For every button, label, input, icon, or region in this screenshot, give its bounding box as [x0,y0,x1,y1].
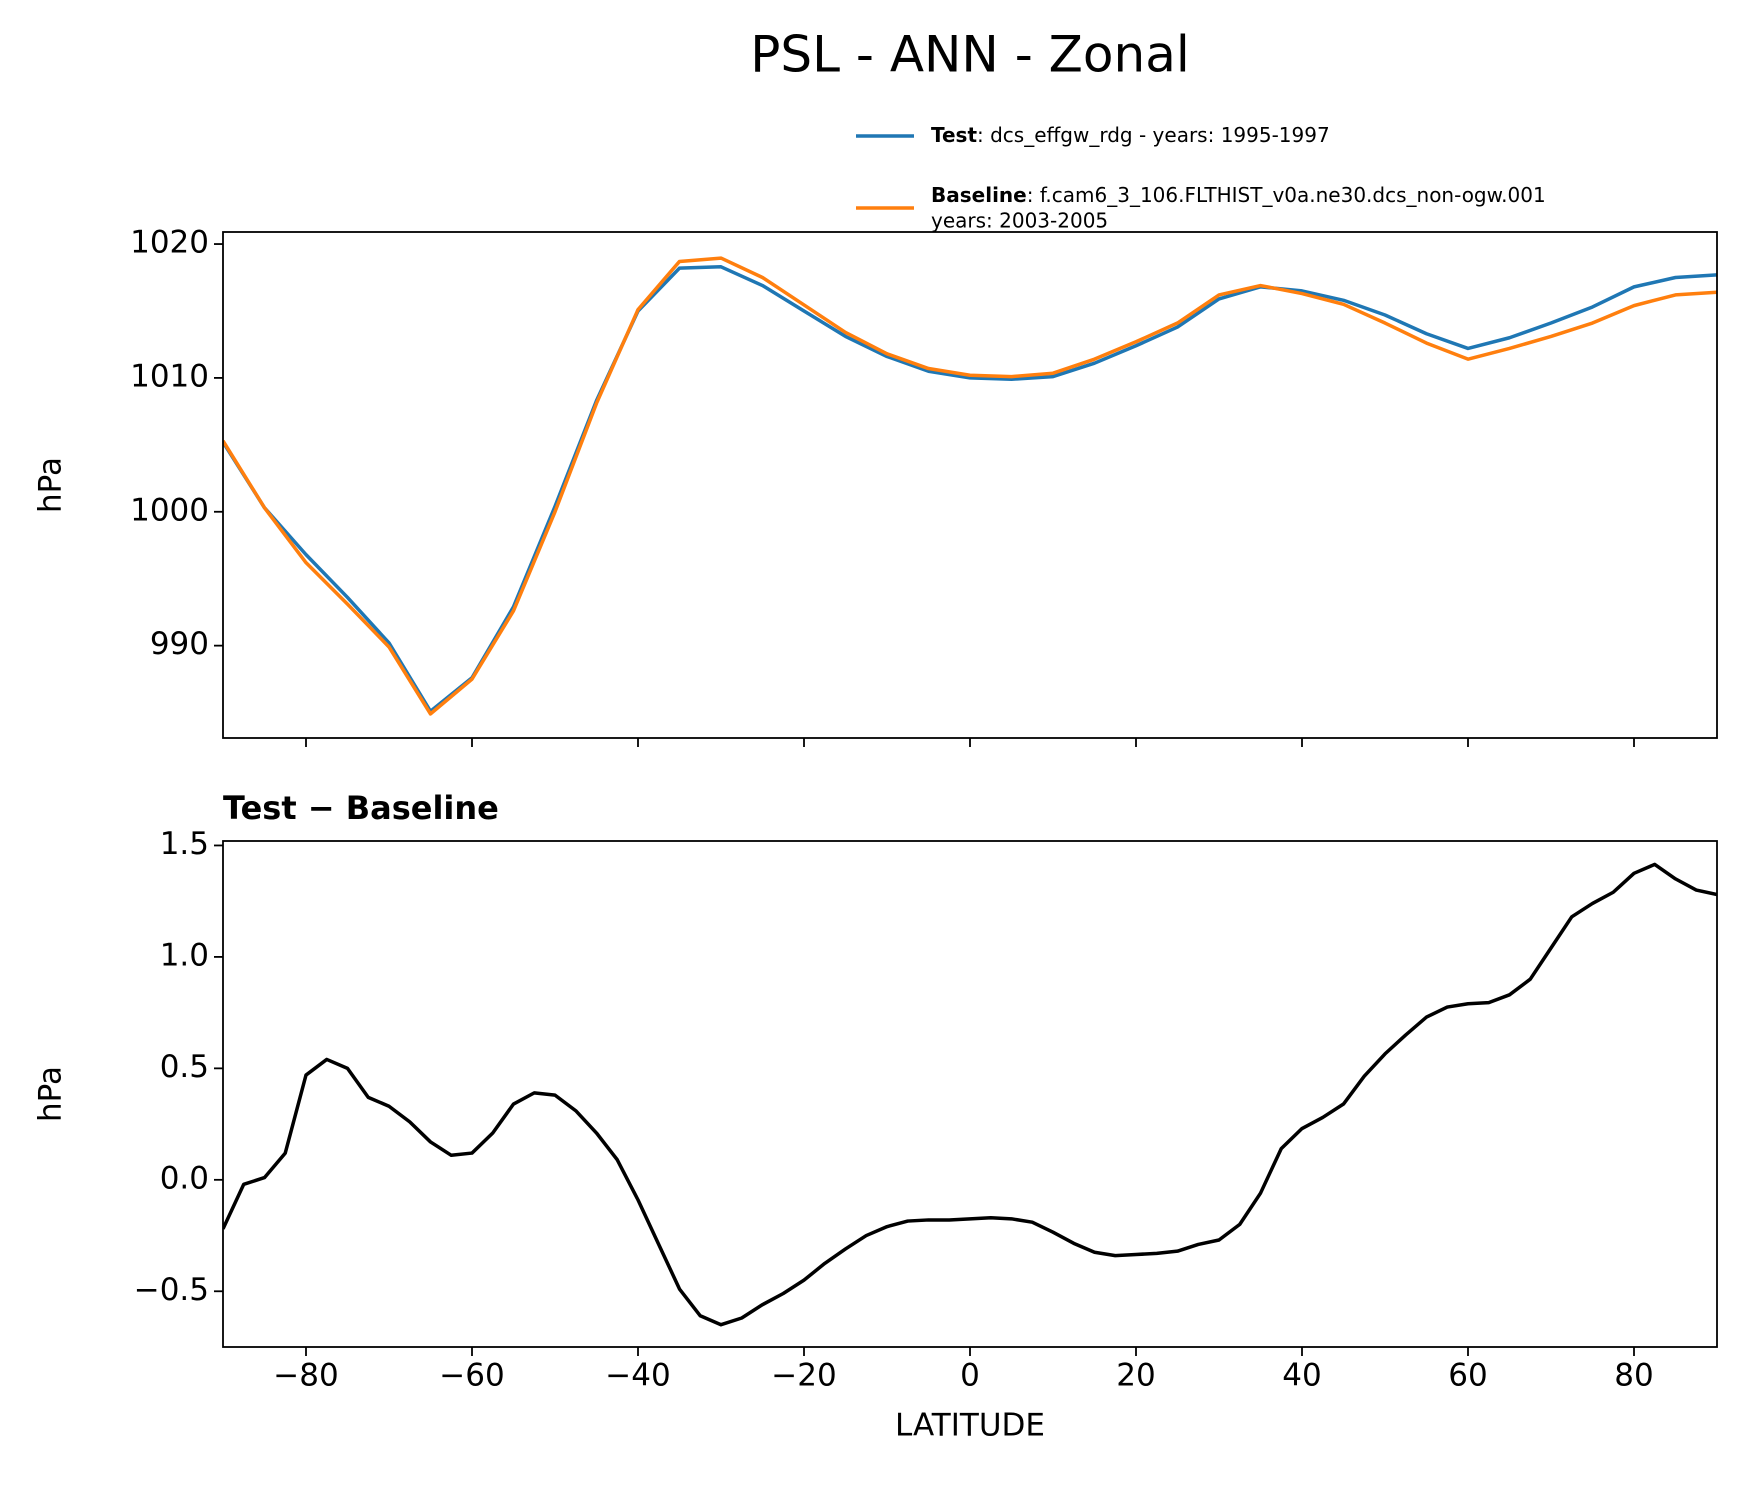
axes-frame [222,231,1718,739]
legend-description: : dcs_effgw_rdg - years: 1995-1997 [977,123,1330,147]
legend-label: Test: dcs_effgw_rdg - years: 1995-1997 [931,123,1330,147]
legend-description: : f.cam6_3_106.FLTHIST_v0a.ne30.dcs_non-… [1027,183,1546,207]
legend-name: Test [931,123,977,147]
y-tick-label: 990 [150,626,209,662]
axes-frame [222,840,1718,1348]
x-tick-label: −40 [605,1358,670,1394]
x-axis-label: LATITUDE [895,1408,1045,1444]
data-line [223,862,1717,1327]
y-tick-label: 1.5 [160,826,209,862]
y-tick-label: 1000 [130,492,209,528]
data-line [223,265,1717,713]
y-tick-label: −0.5 [134,1272,209,1308]
y-tick-label: 1020 [130,225,209,261]
y-axis-label: hPa [33,457,69,513]
y-axis-label: hPa [33,1066,69,1122]
legend-description: years: 2003-2005 [931,209,1108,233]
y-tick-label: 0.5 [160,1049,209,1085]
y-tick-label: 1010 [130,358,209,394]
data-line [223,256,1717,716]
x-tick-label: −80 [273,1358,338,1394]
x-tick-label: −20 [771,1358,836,1394]
subplot-title: Test − Baseline [223,789,499,827]
x-tick-label: −60 [439,1358,504,1394]
x-tick-label: 60 [1448,1358,1487,1394]
x-tick-label: 40 [1282,1358,1321,1394]
x-tick-label: 0 [960,1358,980,1394]
y-tick-label: 1.0 [160,937,209,973]
y-tick-label: 0.0 [160,1160,209,1196]
figure-title: PSL - ANN - Zonal [750,26,1189,84]
x-tick-label: 80 [1614,1358,1653,1394]
legend-label: Baseline: f.cam6_3_106.FLTHIST_v0a.ne30.… [931,183,1546,207]
legend-name: Baseline [931,183,1027,207]
x-tick-label: 20 [1116,1358,1155,1394]
